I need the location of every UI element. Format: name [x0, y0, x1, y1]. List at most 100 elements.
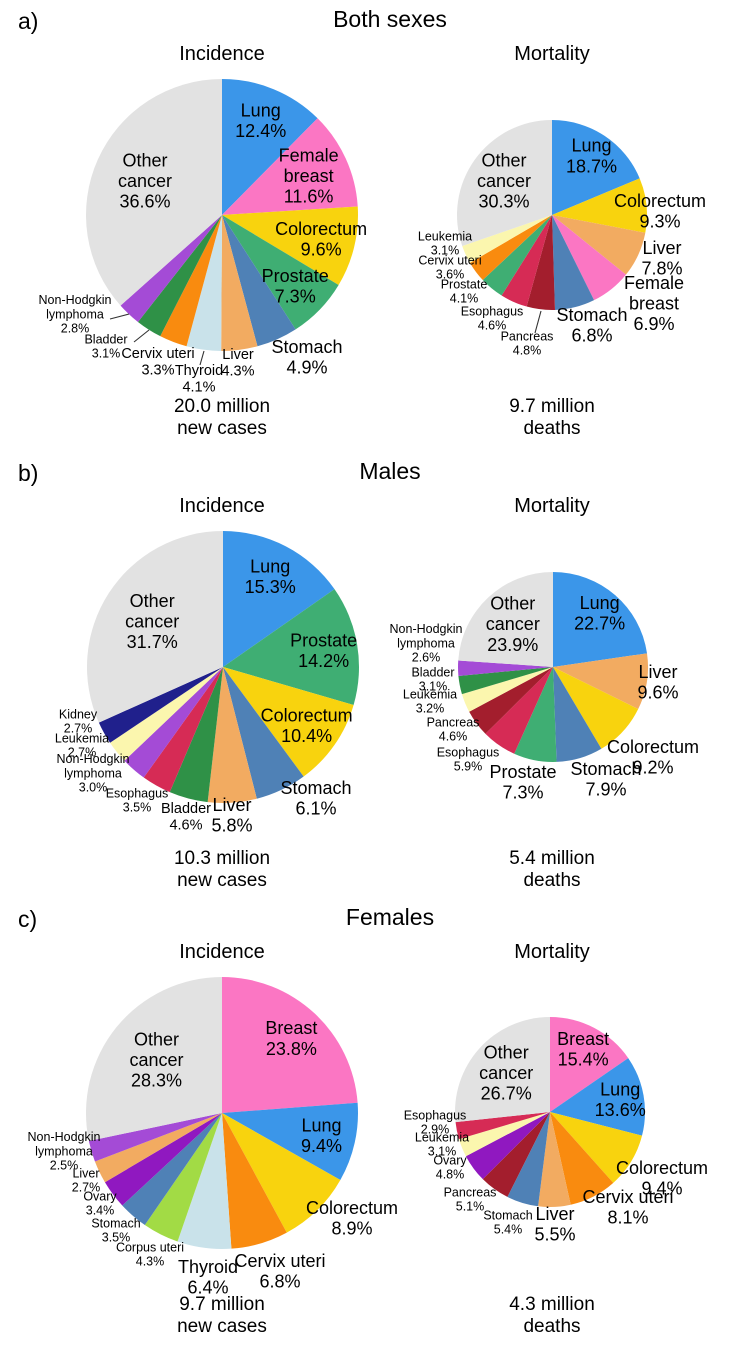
pie-label-bladder: Bladder 4.6% [161, 801, 211, 834]
panel-a-title: Both sexes [333, 6, 447, 32]
pie-label-breast: Breast 15.4% [557, 1029, 609, 1070]
pie-slice-other-cancer [86, 530, 224, 723]
pie-label-esophagus: Esophagus 4.6% [461, 304, 524, 332]
pie-label-stomach: Stomach 5.4% [483, 1208, 532, 1236]
pie-slice-lung [552, 120, 640, 215]
pie-label-lung: Lung 9.4% [301, 1115, 342, 1156]
pie-label-stomach: Stomach 7.9% [570, 759, 641, 800]
pie-slice-prostate [482, 215, 552, 296]
panel-b-incidence-caption: 10.3 million new cases [92, 848, 352, 892]
pie-label-colorectum: Colorectum 9.6% [275, 219, 367, 260]
pie-slice-thyroid [177, 1113, 232, 1250]
pie-both-sexes-incidence: Lung 12.4%Female breast 11.6% Colorectum 9.6%… [39, 79, 367, 395]
panel-a-header-incidence: Incidence [179, 43, 265, 65]
pie-slice-colorectum [550, 1112, 643, 1183]
caption-line: 20.0 million [173, 396, 271, 417]
pie-label-liver: Liver 9.6% [637, 662, 678, 703]
pie-label-esophagus: Esophagus 5.9% [437, 745, 500, 773]
pie-label-liver: Liver 5.5% [534, 1204, 575, 1245]
panel-b-title: Males [359, 458, 421, 484]
pie-label-cervix-uteri: Cervix uteri 6.8% [234, 1251, 325, 1292]
pie-label-other-cancer: Other cancer 31.7% [125, 591, 179, 652]
pie-slice-esophagus [501, 215, 552, 307]
pie-slice-kidney [98, 667, 223, 743]
pie-females-incidence: Breast 23.8% Lung 9.4% Colorectum 8.9% Cervix … [28, 977, 398, 1298]
panel-a-header-mortality: Mortality [514, 43, 590, 65]
pie-slice-pancreas [482, 1112, 550, 1197]
pie-label-lung: Lung 18.7% [566, 136, 617, 177]
caption-line: new cases [177, 418, 267, 439]
pie-slice-stomach [553, 667, 602, 762]
pie-slice-female-breast [222, 118, 358, 215]
pie-label-pancreas: Pancreas 4.6% [427, 715, 480, 743]
pie-label-kidney: Kidney 2.7% [59, 707, 98, 735]
pie-label-non-hodgkin-lymphoma: Non-Hodgkin lymphoma 2.6% [390, 622, 463, 665]
pie-slice-breast [222, 977, 358, 1113]
pie-label-non-hodgkin-lymphoma: Non-Hodgkin lymphoma 3.0% [57, 752, 130, 795]
pie-slice-lung [550, 1058, 646, 1136]
pie-label-liver: Liver 7.8% [641, 238, 682, 279]
pie-label-leukemia: Leukemia 3.1% [415, 1130, 469, 1158]
leader-line-thyroid [199, 350, 205, 366]
pie-label-pancreas: Pancreas 5.1% [444, 1185, 497, 1213]
caption-line: new cases [177, 1316, 267, 1337]
pie-label-cervix-uteri: Cervix uteri 3.6% [418, 253, 481, 281]
pie-slice-leukemia [462, 215, 552, 263]
pie-slice-non-hodgkin-lymphoma [458, 660, 553, 676]
panel-a-incidence-caption: 20.0 million new cases [92, 396, 352, 440]
pie-label-esophagus: Esophagus 2.9% [404, 1108, 467, 1136]
caption-line: 9.7 million [179, 1294, 265, 1315]
pie-label-leukemia: Leukemia 2.7% [55, 731, 109, 759]
pie-slice-other-cancer [457, 120, 552, 247]
pie-slice-corpus-uteri [144, 1113, 222, 1242]
pie-males-mortality: Lung 22.7% Liver 9.6% Colorectum 9.2%Stomach 7… [390, 572, 699, 803]
pie-slice-esophagus [143, 667, 223, 793]
pie-label-prostate: Prostate 4.1% [441, 277, 488, 305]
pie-label-colorectum: Colorectum 9.3% [614, 191, 706, 232]
pie-slice-prostate [514, 667, 557, 762]
caption-line: deaths [523, 418, 581, 439]
pie-slice-stomach [222, 215, 296, 347]
pie-label-colorectum: Colorectum 10.4% [261, 705, 353, 746]
pie-slice-stomach [552, 215, 595, 310]
pie-slice-ovary [104, 1113, 222, 1206]
pie-label-liver: Liver 2.7% [72, 1166, 101, 1194]
panel-c-letter: c) [18, 906, 38, 932]
pie-slice-bladder [137, 215, 222, 337]
pie-label-thyroid: Thyroid 6.4% [178, 1257, 238, 1298]
pie-slice-other-cancer [85, 977, 222, 1141]
panel-a-letter: a) [18, 8, 39, 34]
pie-label-prostate: Prostate 7.3% [489, 762, 556, 803]
panel-c-title: Females [345, 904, 435, 930]
pie-slice-leukemia [461, 667, 553, 712]
pie-males-incidence: Lung 15.3% Prostate 14.2% Colorectum 10.4% Sto… [55, 530, 359, 836]
pie-slice-colorectum [552, 178, 648, 233]
pie-label-lung: Lung 13.6% [595, 1080, 646, 1121]
caption-line: deaths [523, 1316, 581, 1337]
pie-slice-esophagus [485, 667, 553, 754]
pie-label-non-hodgkin-lymphoma: Non-Hodgkin lymphoma 2.8% [39, 293, 112, 336]
pie-slice-colorectum [223, 667, 354, 777]
pie-label-liver: Liver 4.3% [221, 347, 254, 380]
pie-slice-pancreas [469, 667, 553, 734]
pie-slice-breast [550, 1017, 629, 1112]
pie-slice-esophagus [455, 1112, 550, 1140]
pie-label-non-hodgkin-lymphoma: Non-Hodgkin lymphoma 2.5% [28, 1130, 101, 1173]
pie-label-other-cancer: Other cancer 23.9% [486, 594, 540, 655]
caption-line: 4.3 million [509, 1294, 595, 1315]
pie-label-cervix-uteri: Cervix uteri 3.3% [121, 346, 194, 379]
pie-slice-stomach [122, 1113, 222, 1225]
pie-slice-lung [553, 572, 648, 667]
panel-b-header-mortality: Mortality [514, 495, 590, 517]
pie-slice-bladder [169, 667, 223, 803]
pie-slice-prostate [222, 215, 339, 330]
pie-slice-lung [222, 1102, 358, 1181]
caption-line: new cases [177, 870, 267, 891]
pie-slice-colorectum [222, 206, 358, 285]
pie-slice-other-cancer [458, 572, 553, 667]
pie-label-lung: Lung 12.4% [235, 101, 286, 142]
pie-slice-non-hodgkin-lymphoma [88, 1113, 222, 1162]
pie-slice-liver [94, 1113, 222, 1183]
pie-slice-leukemia [458, 1112, 550, 1157]
